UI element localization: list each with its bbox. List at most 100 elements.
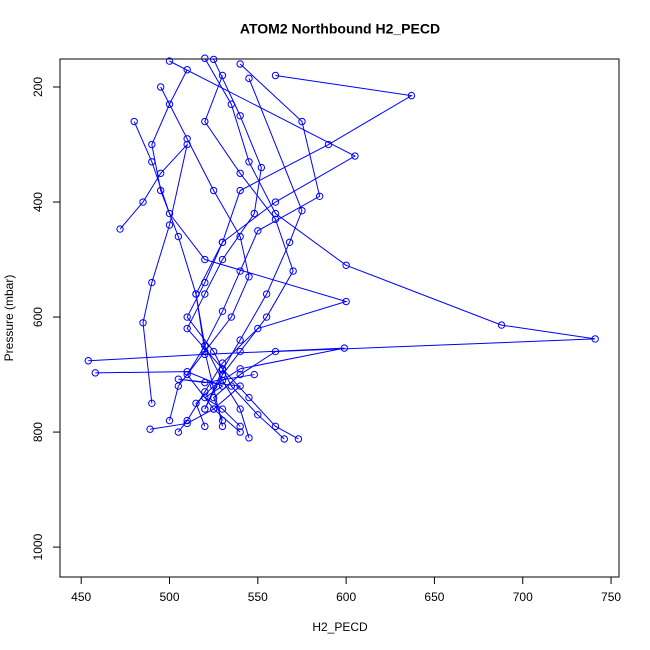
data-point xyxy=(271,215,280,223)
data-point xyxy=(236,112,244,120)
data-point xyxy=(245,434,253,442)
data-point xyxy=(218,359,227,367)
profile-line xyxy=(149,374,255,430)
data-point xyxy=(201,422,209,431)
data-point xyxy=(174,375,183,383)
y-tick-label: 400 xyxy=(31,192,45,212)
data-point xyxy=(236,347,244,356)
data-point xyxy=(250,209,258,218)
data-point xyxy=(192,290,200,298)
data-point xyxy=(165,100,174,108)
data-point xyxy=(183,324,191,333)
data-point xyxy=(130,117,138,126)
data-point xyxy=(236,336,244,344)
data-point xyxy=(91,369,100,377)
y-tick-label: 200 xyxy=(31,77,45,97)
data-point xyxy=(236,365,244,373)
data-point xyxy=(183,370,191,379)
data-point xyxy=(156,186,165,195)
data-point xyxy=(298,117,306,126)
x-axis-label: H2_PECD xyxy=(312,620,368,634)
x-tick-label: 650 xyxy=(424,590,444,604)
data-point xyxy=(165,221,174,229)
data-point xyxy=(209,55,218,64)
data-point xyxy=(201,278,209,287)
data-point xyxy=(146,425,154,433)
data-point xyxy=(342,297,350,306)
plot-frame xyxy=(59,58,620,578)
data-point xyxy=(148,140,156,149)
profile-line xyxy=(195,75,413,438)
data-point xyxy=(201,54,209,62)
y-axis-label: Pressure (mbar) xyxy=(2,275,16,362)
data-point xyxy=(280,435,289,443)
profile-line xyxy=(119,142,189,404)
profile-line xyxy=(186,63,321,433)
data-point xyxy=(342,261,350,269)
data-point xyxy=(165,416,174,425)
data-point xyxy=(183,419,191,428)
data-point xyxy=(148,278,156,287)
y-tick-label: 1000 xyxy=(31,533,45,560)
data-point xyxy=(254,411,262,419)
data-point xyxy=(257,163,266,172)
profile-line xyxy=(204,58,596,421)
data-point xyxy=(271,209,280,218)
data-point xyxy=(209,186,218,195)
data-point xyxy=(183,66,191,74)
x-tick-label: 550 xyxy=(248,590,268,604)
data-point xyxy=(209,347,218,356)
data-point xyxy=(236,428,244,436)
x-tick-label: 700 xyxy=(513,590,533,604)
data-point xyxy=(218,370,227,379)
data-point xyxy=(351,152,359,160)
data-point xyxy=(285,238,294,246)
data-point xyxy=(183,135,191,143)
data-point xyxy=(139,198,147,206)
data-point xyxy=(174,232,183,241)
y-tick-label: 600 xyxy=(31,307,45,327)
data-point xyxy=(218,255,227,264)
data-point xyxy=(201,405,209,413)
data-point xyxy=(139,319,147,327)
data-point xyxy=(236,422,244,431)
data-point xyxy=(174,382,183,390)
data-point xyxy=(236,405,244,413)
data-point xyxy=(236,267,244,275)
x-tick-label: 450 xyxy=(71,590,91,604)
data-point xyxy=(218,366,227,374)
data-point xyxy=(156,83,165,91)
data-point xyxy=(201,378,209,387)
data-point xyxy=(236,186,244,195)
data-point xyxy=(148,399,156,408)
data-point xyxy=(262,313,271,321)
data-point xyxy=(254,227,262,235)
data-point xyxy=(236,370,244,379)
profile-line xyxy=(186,59,299,440)
data-point xyxy=(201,290,209,298)
data-point xyxy=(183,313,191,321)
data-point xyxy=(218,382,227,390)
data-point xyxy=(236,60,244,68)
profile-line xyxy=(160,86,250,421)
data-point xyxy=(116,225,124,233)
data-point xyxy=(227,382,236,390)
data-point xyxy=(245,393,253,402)
data-point xyxy=(245,273,253,281)
data-point xyxy=(262,290,271,298)
data-point xyxy=(298,206,306,215)
profile-line xyxy=(204,78,303,410)
data-point xyxy=(289,267,297,275)
data-point xyxy=(218,238,227,246)
profile-line xyxy=(151,69,223,427)
profile-line xyxy=(204,75,294,410)
data-point xyxy=(271,422,280,431)
data-point xyxy=(294,435,303,443)
data-point xyxy=(174,428,183,436)
data-point xyxy=(192,399,200,408)
data-point xyxy=(340,344,349,352)
data-point xyxy=(271,71,280,80)
data-point xyxy=(227,313,236,321)
data-point xyxy=(407,91,416,100)
